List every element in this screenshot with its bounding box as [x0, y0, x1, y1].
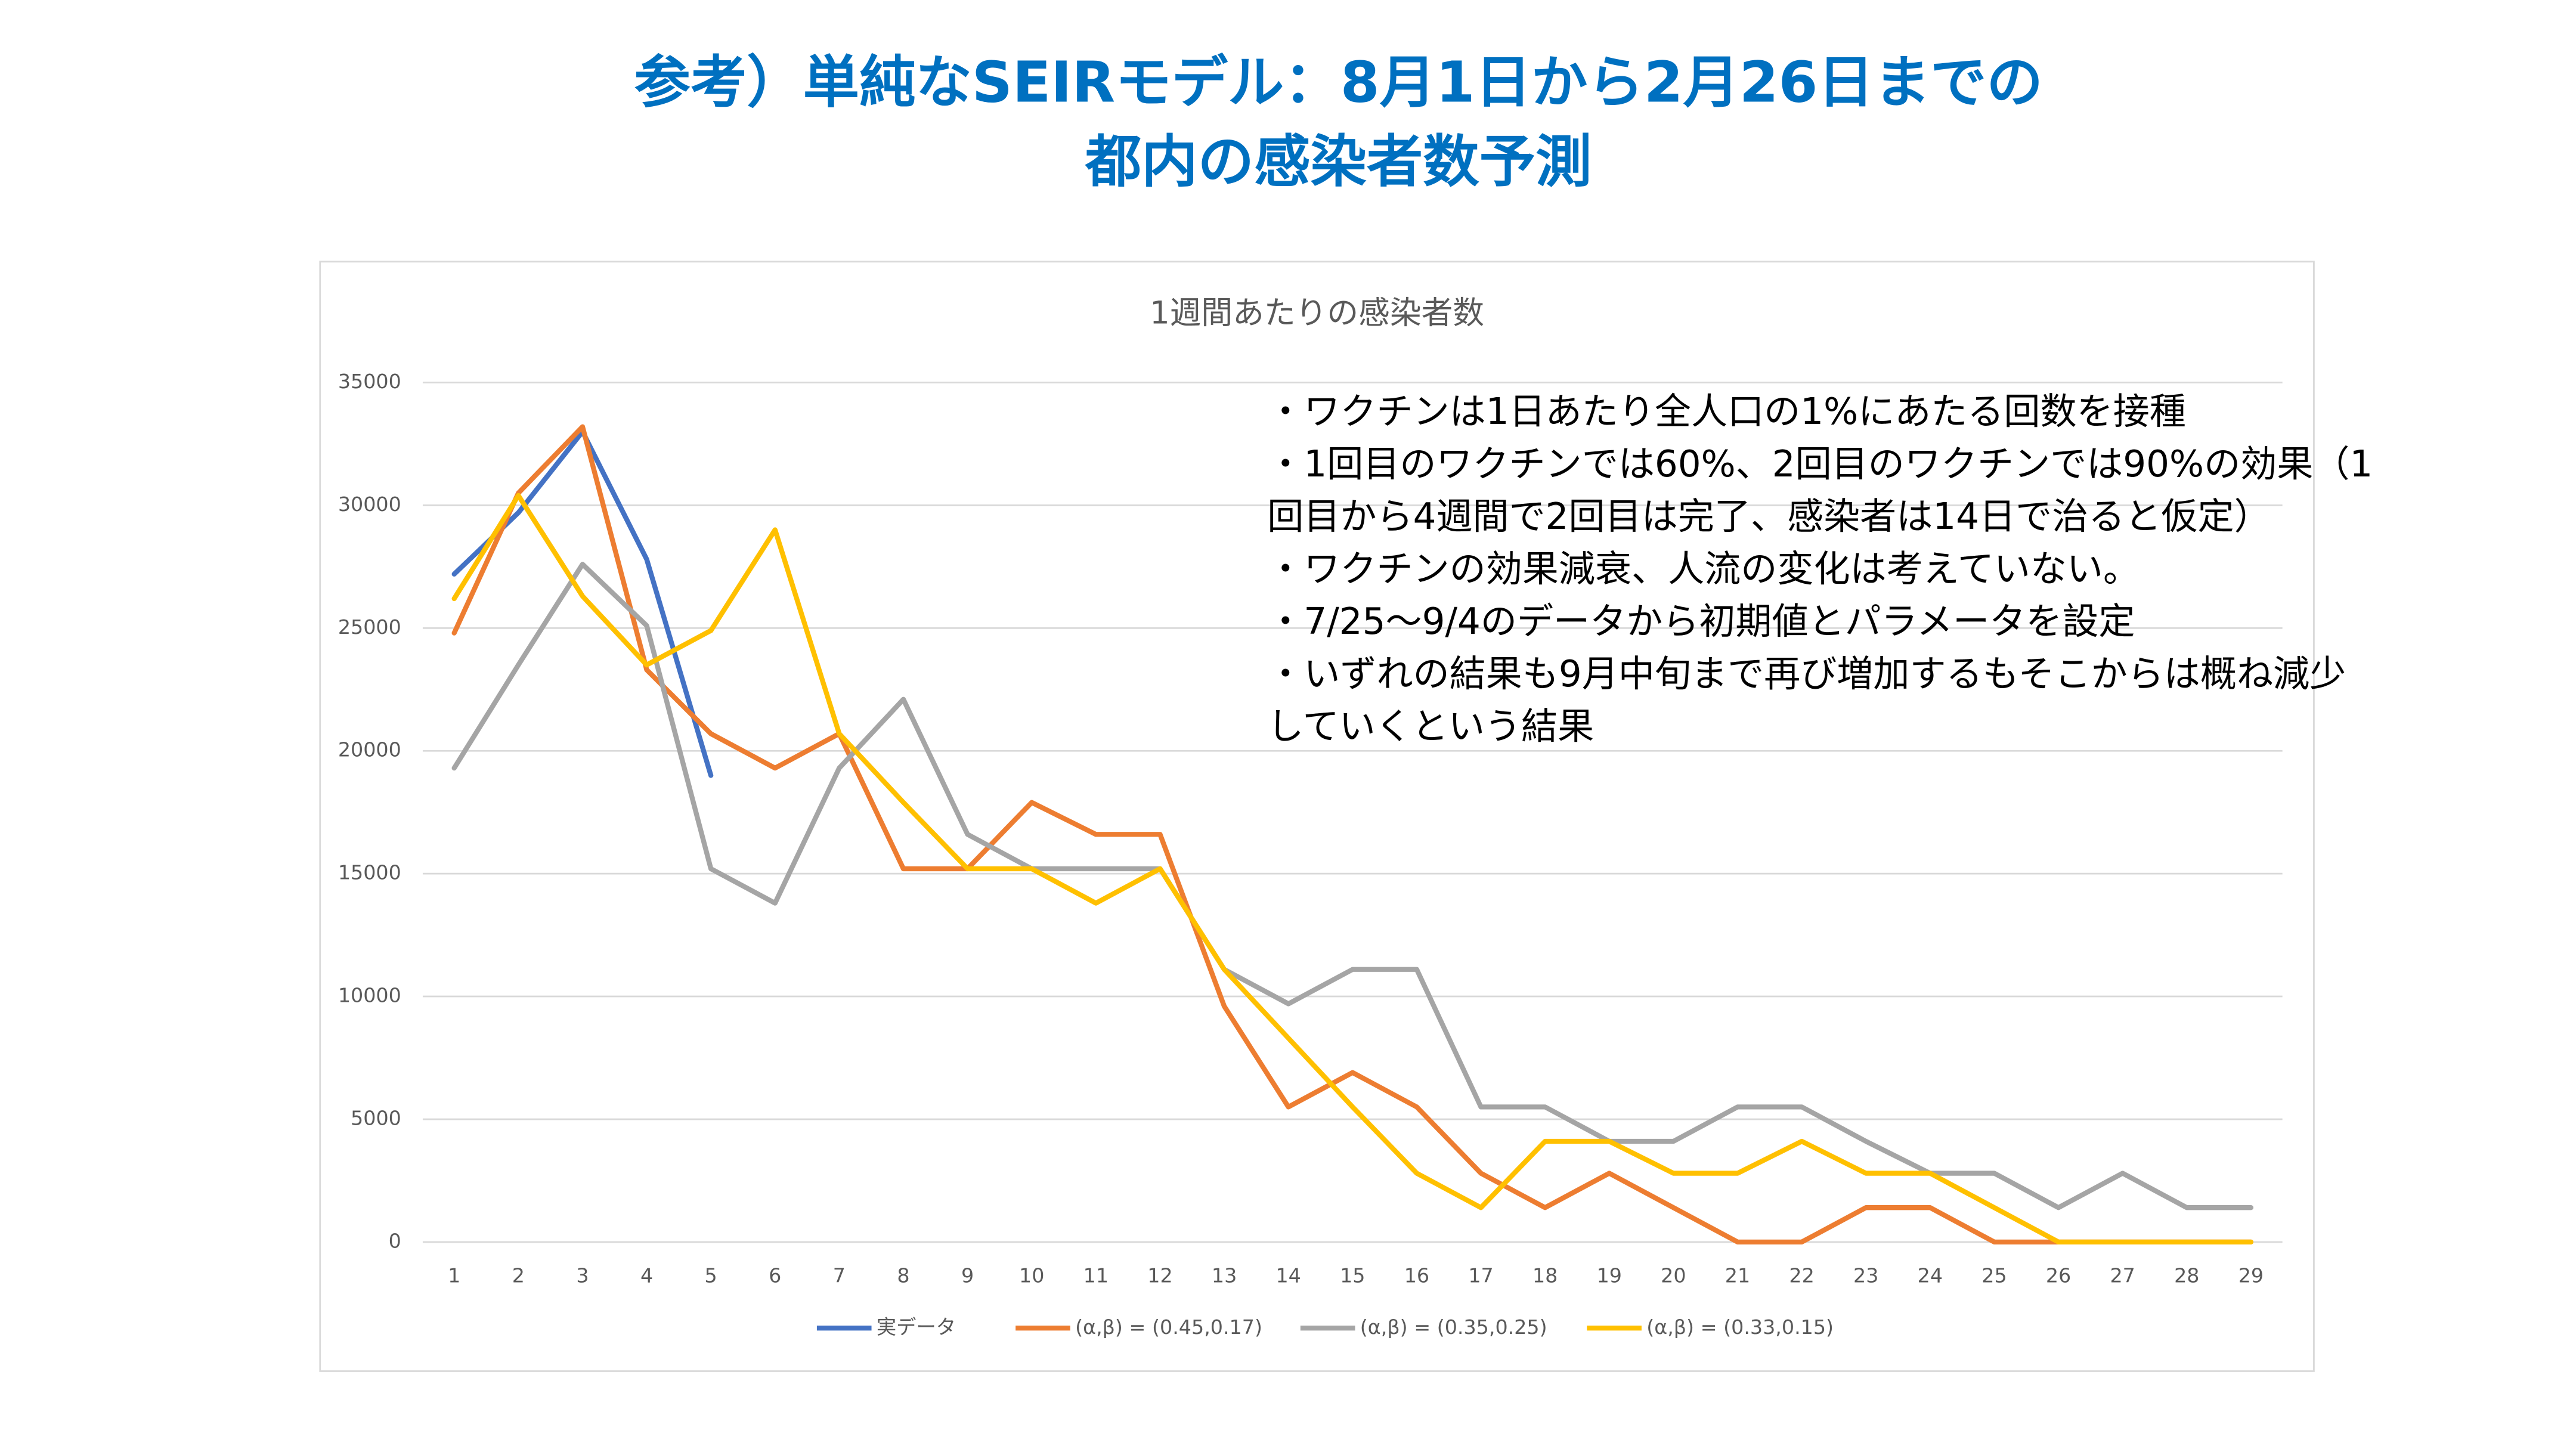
- series-line: [451, 562, 2254, 1210]
- x-tick-label: 23: [1853, 1264, 1878, 1287]
- y-tick-label: 15000: [338, 861, 401, 884]
- x-tick-label: 14: [1275, 1264, 1301, 1287]
- x-tick-label: 24: [1918, 1264, 1943, 1287]
- legend-label: 実データ: [877, 1315, 956, 1339]
- annotation: ・1回目のワクチンでは60%、2回目のワクチンでは90%の効果（1: [1267, 443, 2373, 485]
- annotation: ・いずれの結果も9月中旬まで再び増加するもそこからは概ね減少: [1267, 653, 2346, 695]
- x-tick-label: 26: [2046, 1264, 2071, 1287]
- x-tick-label: 7: [833, 1264, 846, 1287]
- chart-frame: [319, 261, 2315, 1372]
- x-tick-label: 21: [1725, 1264, 1750, 1287]
- x-tick-label: 27: [2110, 1264, 2135, 1287]
- x-tick-label: 25: [1981, 1264, 2007, 1287]
- annotation: ・ワクチンは1日あたり全人口の1%にあたる回数を接種: [1267, 391, 2186, 433]
- x-tick-label: 11: [1083, 1264, 1109, 1287]
- x-tick-label: 13: [1212, 1264, 1237, 1287]
- annotation: ・ワクチンの効果減衰、人流の変化は考えていない。: [1267, 548, 2140, 590]
- chart-title: 1週間あたりの感染者数: [1150, 295, 1484, 331]
- x-tick-label: 16: [1404, 1264, 1429, 1287]
- x-tick-label: 5: [705, 1264, 717, 1287]
- legend-label: (α,β) = (0.35,0.25): [1360, 1315, 1547, 1339]
- y-tick-label: 10000: [338, 984, 401, 1007]
- x-tick-label: 3: [576, 1264, 589, 1287]
- annotation: ・7/25〜9/4のデータから初期値とパラメータを設定: [1267, 600, 2135, 643]
- x-tick-label: 1: [448, 1264, 460, 1287]
- y-tick-label: 35000: [338, 370, 401, 393]
- series-line: [451, 493, 2254, 1245]
- legend-label: (α,β) = (0.45,0.17): [1075, 1315, 1262, 1339]
- y-tick-label: 25000: [338, 615, 401, 639]
- x-tick-label: 19: [1597, 1264, 1622, 1287]
- x-tick-label: 8: [897, 1264, 909, 1287]
- x-tick-label: 20: [1661, 1264, 1686, 1287]
- x-tick-label: 12: [1147, 1264, 1172, 1287]
- annotation: していくという結果: [1267, 705, 1594, 748]
- slide-title: 参考）単純なSEIRモデル：8月1日から2月26日までの: [634, 49, 2042, 115]
- x-tick-label: 17: [1468, 1264, 1493, 1287]
- y-tick-label: 5000: [351, 1106, 401, 1129]
- y-tick-label: 20000: [338, 738, 401, 761]
- x-tick-label: 4: [640, 1264, 653, 1287]
- x-tick-label: 10: [1019, 1264, 1044, 1287]
- series-line: [451, 424, 2254, 1245]
- x-tick-label: 9: [961, 1264, 974, 1287]
- y-tick-label: 0: [389, 1229, 401, 1252]
- x-tick-label: 29: [2238, 1264, 2264, 1287]
- slide-title: 都内の感染者数予測: [1085, 129, 1592, 195]
- x-tick-label: 2: [512, 1264, 525, 1287]
- x-tick-label: 6: [769, 1264, 781, 1287]
- y-tick-label: 30000: [338, 493, 401, 516]
- x-tick-label: 15: [1340, 1264, 1365, 1287]
- legend-label: (α,β) = (0.33,0.15): [1646, 1315, 1834, 1339]
- x-tick-label: 22: [1789, 1264, 1814, 1287]
- x-tick-label: 28: [2174, 1264, 2199, 1287]
- x-tick-label: 18: [1532, 1264, 1558, 1287]
- annotation: 回目から4週間で2回目は完了、感染者は14日で治ると仮定）: [1267, 496, 2270, 538]
